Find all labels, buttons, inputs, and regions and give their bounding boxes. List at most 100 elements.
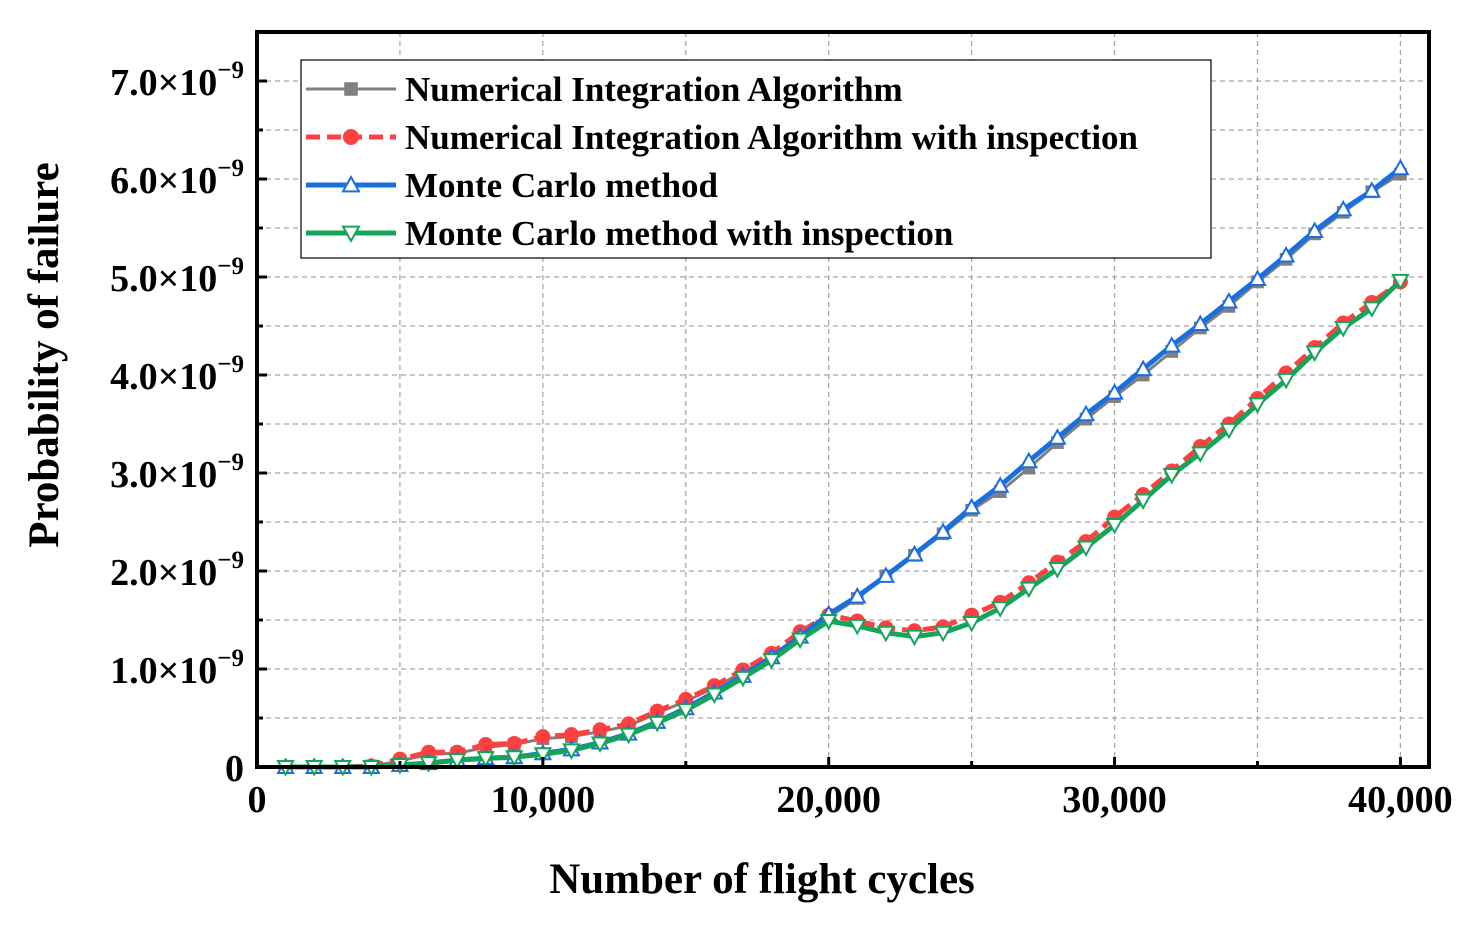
data-point xyxy=(649,703,665,719)
y-tick-mantissa: 2.0×10 xyxy=(110,552,217,594)
data-point xyxy=(1219,291,1239,309)
series-line xyxy=(285,279,1403,770)
x-tick-label: 0 xyxy=(248,779,267,821)
x-tick-label: 10,000 xyxy=(491,779,596,821)
legend-box xyxy=(300,59,1212,259)
legend-label: Monte Carlo method xyxy=(405,166,719,205)
data-point xyxy=(478,736,494,752)
data-point xyxy=(1362,181,1382,198)
data-point xyxy=(1076,540,1096,558)
data-point xyxy=(447,753,467,770)
x-tick-label: 20,000 xyxy=(776,779,881,821)
legend-marker xyxy=(341,174,361,193)
data-point xyxy=(762,653,781,670)
data-point xyxy=(848,618,867,636)
y-tick-exponent: −9 xyxy=(217,449,244,476)
data-point xyxy=(1391,158,1410,176)
data-point xyxy=(535,729,551,745)
data-point xyxy=(1305,221,1324,238)
data-point xyxy=(819,613,838,631)
data-point xyxy=(1248,269,1267,286)
data-point xyxy=(1191,314,1210,332)
legend: Numerical Integration Algorithm Numerical… xyxy=(300,59,1212,259)
data-point xyxy=(533,747,553,764)
data-point xyxy=(621,716,637,732)
y-axis-label: Probability of failure xyxy=(21,162,68,547)
data-point xyxy=(733,670,753,688)
data-point xyxy=(705,687,724,705)
data-point xyxy=(876,566,896,583)
data-point xyxy=(991,476,1010,493)
data-point xyxy=(933,522,953,539)
y-tick-exponent: −9 xyxy=(217,253,244,280)
y-tick-label: 7.0×10−9 xyxy=(110,57,244,104)
legend-label: Monte Carlo method with inspection xyxy=(405,214,953,253)
legend-marker xyxy=(344,82,358,96)
data-point xyxy=(933,625,953,643)
data-point xyxy=(848,586,867,604)
data-point xyxy=(590,736,610,754)
data-point xyxy=(421,744,437,760)
data-point xyxy=(1334,320,1353,338)
y-tick-mantissa: 5.0×10 xyxy=(110,258,217,300)
y-tick-exponent: −9 xyxy=(217,155,244,182)
data-point xyxy=(505,750,524,767)
data-point xyxy=(647,715,667,733)
data-point xyxy=(1276,372,1296,390)
data-point xyxy=(419,756,438,773)
data-point xyxy=(1334,199,1353,217)
data-point xyxy=(1391,273,1410,291)
data-point xyxy=(592,722,608,738)
y-tick-exponent: −9 xyxy=(217,645,244,672)
y-tick-label: 1.0×10−9 xyxy=(110,645,244,692)
data-point xyxy=(1076,404,1096,422)
axis-ticks: 0 10,000 20,000 30,000 40,000 0 1.0×10−9 2.0×10… xyxy=(110,57,1453,821)
data-point xyxy=(476,751,495,768)
data-point xyxy=(790,632,810,650)
data-point xyxy=(1362,301,1382,318)
data-point xyxy=(1191,446,1210,463)
data-point xyxy=(1162,336,1181,353)
series-line xyxy=(285,279,1402,770)
data-point xyxy=(1219,422,1239,440)
data-point xyxy=(905,544,924,562)
x-axis-label: Number of flight cycles xyxy=(549,856,975,903)
data-point xyxy=(1276,245,1296,263)
y-tick-label: 4.0×10−9 xyxy=(110,351,244,398)
data-point xyxy=(1019,581,1039,599)
data-point xyxy=(619,727,638,745)
data-point xyxy=(1248,397,1267,414)
y-tick-label: 3.0×10−9 xyxy=(110,449,244,496)
y-tick-label: 2.0×10−9 xyxy=(110,547,244,594)
data-point xyxy=(1133,493,1153,510)
data-point xyxy=(1162,467,1181,485)
y-tick-exponent: −9 xyxy=(217,547,244,574)
data-point xyxy=(1019,451,1039,469)
data-point xyxy=(1105,383,1124,400)
data-point xyxy=(905,629,924,647)
y-tick-exponent: −9 xyxy=(217,57,244,84)
data-point xyxy=(1048,562,1067,579)
y-tick-mantissa: 7.0×10 xyxy=(110,62,217,104)
data-point xyxy=(1133,359,1153,377)
x-tick-label: 30,000 xyxy=(1062,779,1167,821)
y-tick-exponent: −9 xyxy=(217,351,244,378)
data-point xyxy=(962,615,981,633)
data-point xyxy=(506,735,522,751)
y-tick-label: 6.0×10−9 xyxy=(110,155,244,202)
data-point xyxy=(991,601,1010,618)
data-point xyxy=(1048,428,1067,445)
x-tick-label: 40,000 xyxy=(1348,779,1453,821)
legend-label: Numerical Integration Algorithm xyxy=(405,70,903,109)
plot-frame xyxy=(255,30,1431,769)
legend-label: Numerical Integration Algorithm with ins… xyxy=(405,118,1138,157)
data-point xyxy=(876,625,896,643)
legend-marker xyxy=(343,129,359,145)
y-tick-mantissa: 6.0×10 xyxy=(110,160,217,202)
y-tick-mantissa: 0 xyxy=(225,748,244,790)
data-point xyxy=(962,497,981,515)
y-tick-label: 5.0×10−9 xyxy=(110,253,244,300)
data-point xyxy=(676,703,695,720)
data-point xyxy=(562,743,581,760)
